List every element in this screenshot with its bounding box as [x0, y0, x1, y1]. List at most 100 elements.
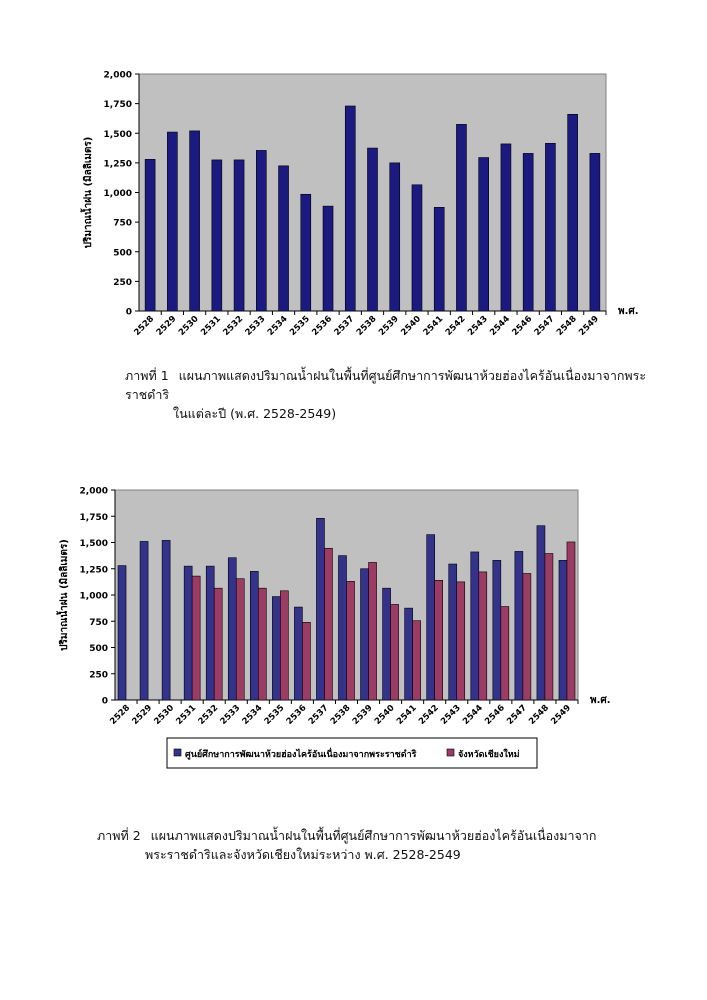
x-tick-label: 2531 — [199, 314, 223, 338]
bar-series1-2529 — [167, 131, 178, 312]
y-tick-label: 1,500 — [104, 130, 132, 140]
bar-series1-2532 — [205, 565, 215, 701]
x-tick-label: 2535 — [263, 703, 287, 727]
x-tick-label: 2548 — [527, 703, 551, 727]
bar-series1-2548 — [567, 113, 578, 312]
y-tick-label: 1,250 — [104, 159, 132, 169]
x-tick-label: 2546 — [510, 314, 534, 338]
x-tick-label: 2549 — [549, 703, 573, 727]
x-tick-label: 2531 — [174, 703, 198, 727]
x-tick-label: 2541 — [422, 314, 446, 338]
rainfall-chart-2: 02505007501,0001,2501,5001,7502,00025282… — [56, 487, 611, 769]
bar-series1-2547 — [545, 143, 556, 312]
bar-series1-2546 — [522, 153, 534, 312]
bar-series2-2538 — [346, 581, 355, 701]
bar-series1-2543 — [478, 157, 489, 312]
bar-series2-2541 — [412, 620, 421, 701]
figure-2-caption-line2: พระราชดำริและจังหวัดเชียงใหม่ระหว่าง พ.ศ… — [145, 847, 461, 862]
bar-series1-2548 — [536, 525, 546, 701]
y-tick-label: 1,750 — [80, 513, 108, 523]
bar-series2-2532 — [213, 587, 223, 701]
x-tick-label: 2542 — [444, 314, 468, 338]
bar-series1-2541 — [433, 207, 445, 312]
x-tick-label: 2534 — [241, 703, 265, 727]
x-tick-label: 2530 — [177, 314, 201, 338]
x-tick-label: 2532 — [197, 703, 221, 727]
bar-series1-2544 — [500, 143, 512, 312]
x-tick-label: 2530 — [152, 703, 176, 727]
bar-series1-2549 — [558, 560, 568, 701]
y-tick-label: 1,500 — [80, 539, 108, 549]
bar-series1-2536 — [322, 205, 334, 312]
bar-series2-2547 — [522, 573, 532, 701]
bar-series2-2535 — [280, 590, 289, 701]
y-axis-label: ปริมาณน้ำฝน (มิลลิเมตร) — [80, 137, 94, 249]
y-tick-label: 1,000 — [104, 189, 132, 199]
y-tick-label: 250 — [89, 670, 108, 680]
bar-series1-2534 — [278, 165, 289, 312]
bar-series1-2537 — [344, 105, 356, 312]
rainfall-chart-1: 02505007501,0001,2501,5001,7502,00025282… — [80, 71, 639, 338]
x-tick-label: 2528 — [108, 703, 132, 727]
bar-series1-2542 — [456, 124, 467, 312]
bar-series1-2537 — [316, 518, 325, 701]
bar-series2-2531 — [191, 575, 201, 701]
bar-series1-2539 — [389, 162, 401, 312]
x-tick-label: 2543 — [439, 703, 463, 727]
y-tick-label: 1,250 — [80, 565, 108, 575]
x-tick-label: 2539 — [351, 703, 375, 727]
bar-series2-2542 — [434, 580, 443, 701]
x-tick-label: 2543 — [466, 314, 490, 338]
figure-1-caption-line2: ในแต่ละปี (พ.ศ. 2528-2549) — [173, 406, 337, 421]
x-tick-label: 2546 — [483, 703, 507, 727]
bar-series1-2542 — [426, 534, 435, 701]
x-axis-label: พ.ศ. — [590, 695, 611, 706]
bar-series2-2539 — [368, 562, 377, 701]
bar-series1-2541 — [404, 607, 413, 701]
x-tick-label: 2537 — [333, 314, 357, 338]
bar-series2-2543 — [456, 581, 466, 701]
x-axis-label: พ.ศ. — [618, 306, 639, 317]
y-tick-label: 1,000 — [80, 592, 108, 602]
bar-series1-2540 — [382, 587, 391, 701]
legend-swatch-1 — [173, 748, 182, 757]
x-tick-label: 2538 — [329, 703, 353, 727]
legend-label-1: ศูนย์ศึกษาการพัฒนาห้วยฮ่องไคร้อันเนื่องม… — [185, 747, 417, 760]
bar-series1-2533 — [256, 150, 267, 312]
bar-series2-2544 — [478, 571, 488, 701]
x-tick-label: 2549 — [577, 314, 601, 338]
bar-series1-2533 — [227, 557, 237, 701]
x-tick-label: 2533 — [219, 703, 243, 727]
x-tick-label: 2547 — [533, 314, 557, 338]
x-tick-label: 2537 — [307, 703, 331, 727]
y-tick-label: 1,750 — [104, 100, 132, 110]
x-tick-label: 2547 — [505, 703, 529, 727]
x-tick-label: 2528 — [132, 314, 156, 338]
x-tick-label: 2542 — [417, 703, 441, 727]
x-tick-label: 2539 — [377, 314, 401, 338]
bar-series1-2534 — [250, 571, 259, 701]
x-tick-label: 2535 — [288, 314, 312, 338]
bar-series1-2532 — [233, 159, 245, 312]
legend-swatch-2 — [446, 748, 455, 757]
figure-1-caption-line1: แผนภาพแสดงปริมาณน้ำฝนในพื้นที่ศูนย์ศึกษา… — [125, 368, 647, 402]
figure-2-number: ภาพที่ 2 — [97, 828, 141, 843]
legend-label-2: จังหวัดเชียงใหม่ — [458, 748, 520, 760]
bar-series1-2540 — [411, 184, 423, 312]
y-tick-label: 750 — [113, 219, 132, 229]
figure-1-number: ภาพที่ 1 — [125, 368, 169, 383]
bar-series2-2548 — [544, 553, 554, 701]
x-tick-label: 2538 — [355, 314, 379, 338]
figure-2-caption: ภาพที่ 2 แผนภาพแสดงปริมาณน้ำฝนในพื้นที่ศู… — [97, 826, 657, 864]
x-tick-label: 2532 — [221, 314, 245, 338]
x-tick-label: 2540 — [373, 703, 397, 727]
y-tick-label: 2,000 — [80, 487, 108, 497]
x-tick-label: 2541 — [395, 703, 419, 727]
bar-series1-2531 — [183, 565, 193, 701]
figure-1-caption: ภาพที่ 1 แผนภาพแสดงปริมาณน้ำฝนในพื้นที่ศู… — [125, 366, 665, 423]
bar-series1-2535 — [300, 193, 312, 312]
y-axis-label: ปริมาณน้ำฝน (มิลลิเมตร) — [56, 539, 70, 651]
bar-series1-2543 — [448, 563, 458, 701]
x-tick-label: 2544 — [488, 314, 512, 338]
x-tick-label: 2540 — [399, 314, 423, 338]
